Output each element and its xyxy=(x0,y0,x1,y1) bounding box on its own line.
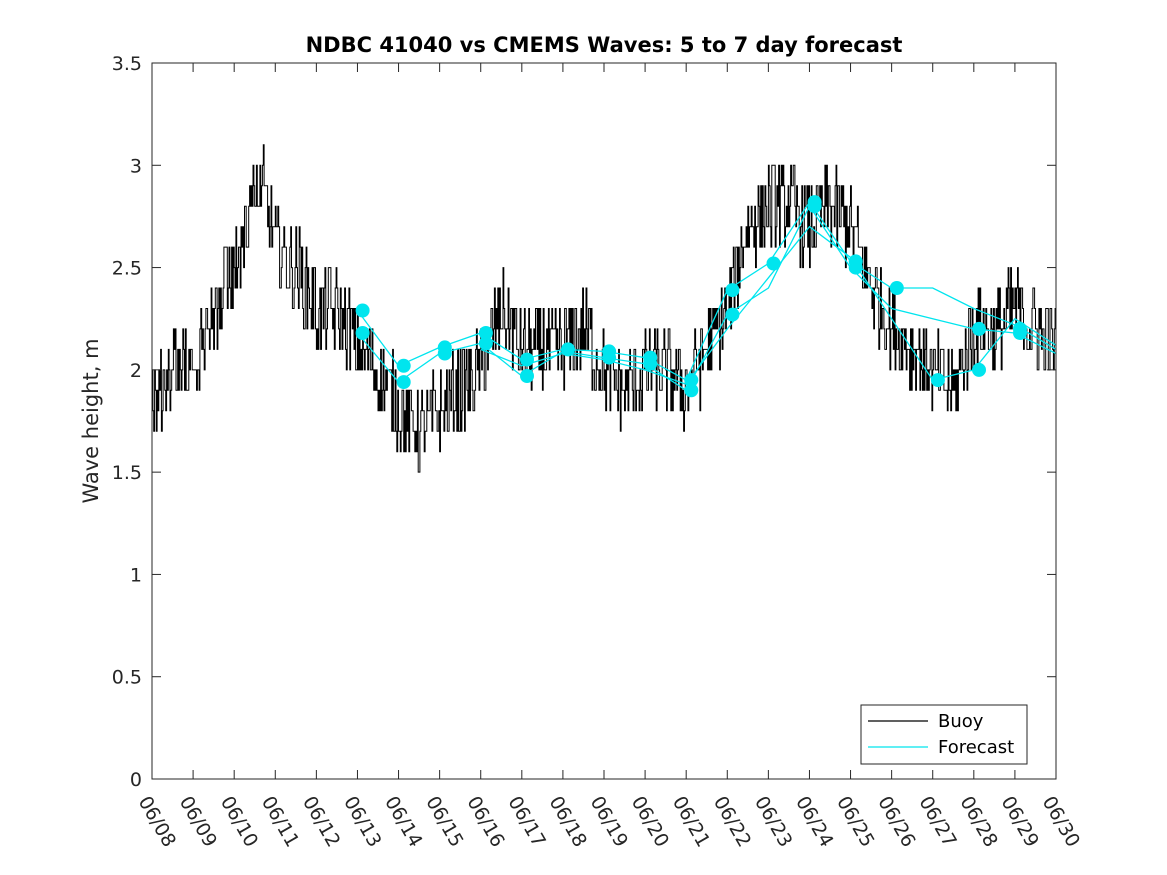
x-tick-label: 06/17 xyxy=(503,793,549,851)
forecast-marker xyxy=(725,283,740,298)
x-tick-label: 06/22 xyxy=(709,793,755,851)
x-tick-label: 06/30 xyxy=(1038,793,1084,851)
y-tick-label: 0.5 xyxy=(112,667,142,689)
x-tick-label: 06/19 xyxy=(586,793,632,851)
y-tick-label: 0 xyxy=(130,769,142,791)
forecast-marker xyxy=(972,321,986,336)
x-tick-label: 06/26 xyxy=(873,793,919,851)
forecast-marker xyxy=(478,326,493,340)
y-tick-label: 1.5 xyxy=(112,462,142,484)
x-tick-label: 06/29 xyxy=(997,793,1043,851)
forecast-markers xyxy=(355,195,1027,398)
forecast-marker xyxy=(355,303,370,318)
forecast-series xyxy=(356,200,1057,392)
x-tick-label: 06/16 xyxy=(462,793,508,851)
forecast-marker xyxy=(807,199,822,214)
y-tick-label: 3.5 xyxy=(112,53,142,75)
forecast-marker xyxy=(396,358,411,373)
legend-label-forecast: Forecast xyxy=(938,737,1014,758)
x-tick-label: 06/25 xyxy=(832,793,878,851)
legend-label-buoy: Buoy xyxy=(938,711,984,732)
chart-title: NDBC 41040 vs CMEMS Waves: 5 to 7 day fo… xyxy=(306,33,903,57)
x-tick-label: 06/23 xyxy=(750,793,796,851)
legend-box xyxy=(860,704,1028,765)
x-tick-label: 06/13 xyxy=(339,793,385,851)
forecast-marker xyxy=(355,326,370,340)
forecast-marker xyxy=(520,369,534,383)
forecast-marker xyxy=(848,260,863,275)
x-tick-label: 06/10 xyxy=(216,793,262,851)
forecast-marker xyxy=(437,346,452,361)
x-tick-label: 06/27 xyxy=(914,793,960,851)
y-tick-label: 2 xyxy=(130,360,142,382)
forecast-marker xyxy=(478,336,493,351)
y-tick-label: 2.5 xyxy=(112,258,142,280)
forecast-marker xyxy=(930,373,945,388)
y-tick-label: 1 xyxy=(130,564,142,586)
x-tick-label: 06/21 xyxy=(668,793,714,851)
y-tick-label: 3 xyxy=(130,155,142,177)
x-tick-label: 06/18 xyxy=(545,793,591,851)
forecast-marker xyxy=(643,356,658,371)
x-tick-label: 06/28 xyxy=(955,793,1001,851)
forecast-marker xyxy=(889,281,904,295)
forecast-marker xyxy=(1013,326,1027,340)
legend: Buoy Forecast xyxy=(860,704,1028,765)
forecast-marker xyxy=(684,383,699,398)
forecast-marker xyxy=(602,350,617,365)
x-tick-label: 06/09 xyxy=(175,793,221,851)
x-tick-label: 06/15 xyxy=(421,793,467,851)
forecast-marker xyxy=(520,352,534,367)
forecast-marker xyxy=(766,256,781,271)
plot-area xyxy=(152,63,1056,779)
forecast-marker xyxy=(561,342,575,357)
x-tick-label: 06/11 xyxy=(257,793,303,851)
forecast-marker xyxy=(396,375,411,390)
forecast-marker xyxy=(725,307,740,322)
x-tick-label: 06/08 xyxy=(134,793,180,851)
forecast-marker xyxy=(972,362,986,377)
y-axis-label: Wave height, m xyxy=(79,338,103,503)
forecast-line-3 xyxy=(480,225,1057,385)
x-tick-label: 06/14 xyxy=(380,793,426,851)
forecast-line-2 xyxy=(357,204,1057,392)
forecast-marker xyxy=(684,373,699,388)
x-tick-label: 06/12 xyxy=(298,793,344,851)
buoy-line xyxy=(152,144,1057,473)
buoy-series xyxy=(152,144,1057,473)
x-tick-label: 06/24 xyxy=(791,793,837,851)
x-tick-label: 06/20 xyxy=(627,793,673,851)
forecast-line-1 xyxy=(356,200,1057,382)
plot-background xyxy=(152,63,1056,779)
